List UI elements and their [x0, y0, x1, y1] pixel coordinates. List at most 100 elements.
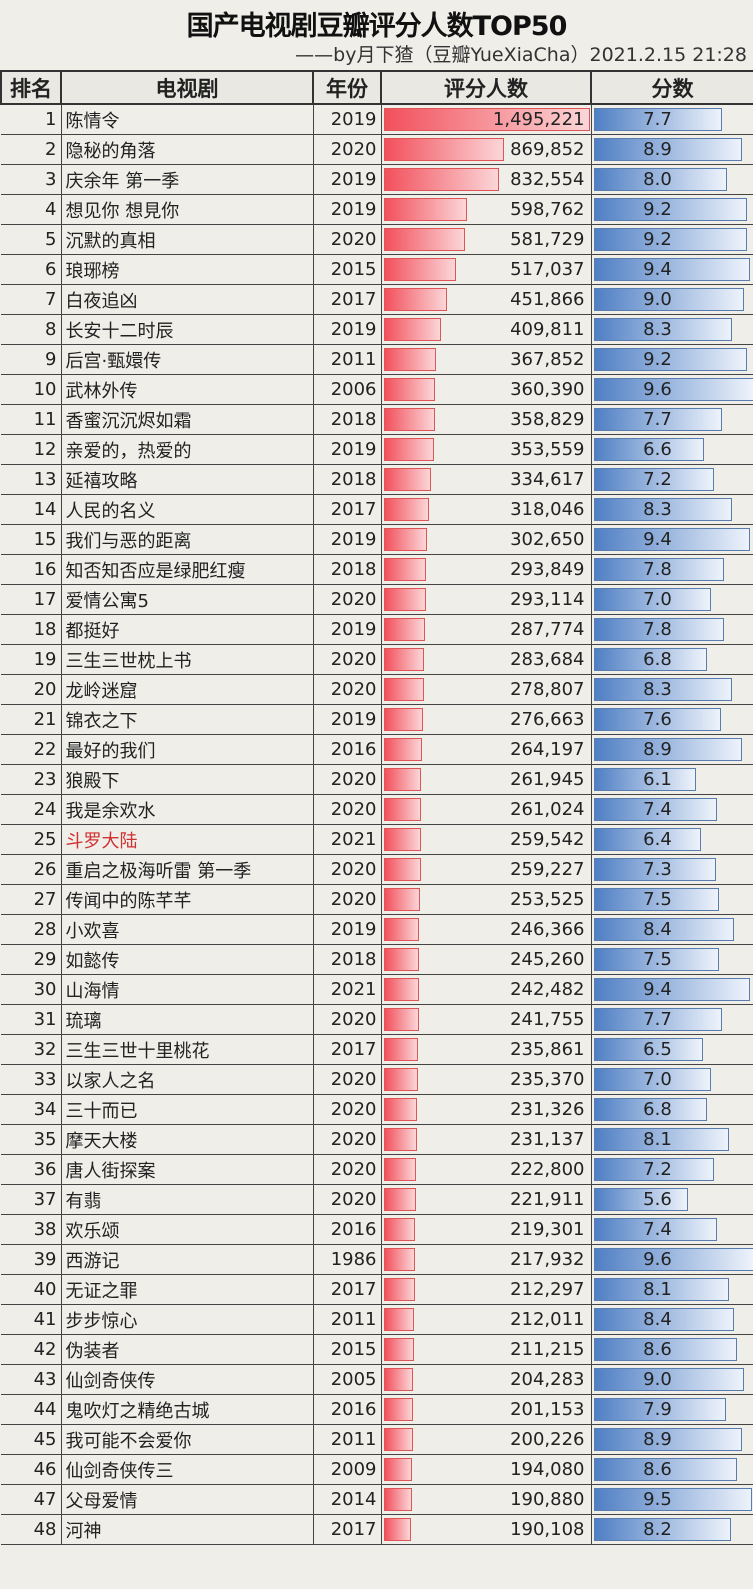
- score-value: 7.9: [643, 1399, 672, 1420]
- rating-count-cell: 235,861: [381, 1034, 592, 1065]
- year-cell: 2020: [313, 1154, 382, 1185]
- score-cell: 6.8: [591, 1094, 753, 1125]
- rating-count-value: 190,108: [510, 1519, 585, 1540]
- rating-count-value: 212,011: [510, 1309, 585, 1330]
- rating-count-cell: 217,932: [381, 1244, 592, 1275]
- rating-count-value: 318,046: [510, 499, 585, 520]
- score-value: 6.6: [643, 439, 672, 460]
- score-bar: [593, 1128, 729, 1151]
- rank-cell: 42: [1, 1334, 62, 1365]
- rank-cell: 13: [1, 464, 62, 495]
- score-cell: 8.4: [591, 1304, 753, 1335]
- header-rank: 排名: [0, 70, 62, 105]
- table-row: 30 山海情 2021 242,482 9.4: [1, 974, 753, 1005]
- title-cell: 仙剑奇侠传三: [61, 1454, 314, 1485]
- table-row: 39 西游记 1986 217,932 9.6: [1, 1244, 753, 1275]
- table-row: 16 知否知否应是绿肥红瘦 2018 293,849 7.8: [1, 554, 753, 585]
- rank-cell: 6: [1, 254, 62, 285]
- title-cell: 仙剑奇侠传: [61, 1364, 314, 1395]
- table-row: 19 三生三世枕上书 2020 283,684 6.8: [1, 644, 753, 675]
- rating-count-cell: 276,663: [381, 704, 592, 735]
- rank-cell: 24: [1, 794, 62, 825]
- table-row: 44 鬼吹灯之精绝古城 2016 201,153 7.9: [1, 1394, 753, 1425]
- score-value: 6.1: [643, 769, 672, 790]
- rating-count-cell: 219,301: [381, 1214, 592, 1245]
- rating-count-cell: 259,227: [381, 854, 592, 885]
- rating-count-bar: [383, 1518, 412, 1541]
- year-cell: 2011: [313, 344, 382, 375]
- rank-cell: 31: [1, 1004, 62, 1035]
- table-row: 45 我可能不会爱你 2011 200,226 8.9: [1, 1424, 753, 1455]
- table-row: 23 狼殿下 2020 261,945 6.1: [1, 764, 753, 795]
- score-value: 8.9: [643, 139, 672, 160]
- title-cell: 摩天大楼: [61, 1124, 314, 1155]
- rating-count-cell: 194,080: [381, 1454, 592, 1485]
- score-cell: 6.6: [591, 434, 753, 465]
- rating-count-cell: 318,046: [381, 494, 592, 525]
- table-row: 10 武林外传 2006 360,390 9.6: [1, 374, 753, 405]
- score-cell: 7.2: [591, 1154, 753, 1185]
- year-cell: 2017: [313, 284, 382, 315]
- rating-count-cell: 278,807: [381, 674, 592, 705]
- title-cell: 我是余欢水: [61, 794, 314, 825]
- score-cell: 7.7: [591, 1004, 753, 1035]
- score-cell: 8.9: [591, 734, 753, 765]
- year-cell: 2019: [313, 314, 382, 345]
- rank-cell: 47: [1, 1484, 62, 1515]
- table-row: 2 隐秘的角落 2020 869,852 8.9: [1, 134, 753, 165]
- rating-count-bar: [383, 1398, 413, 1421]
- score-cell: 7.0: [591, 584, 753, 615]
- table-row: 11 香蜜沉沉烬如霜 2018 358,829 7.7: [1, 404, 753, 435]
- score-bar: [593, 288, 744, 311]
- score-cell: 7.2: [591, 464, 753, 495]
- rating-count-value: 293,849: [510, 559, 585, 580]
- rating-count-value: 242,482: [510, 979, 585, 1000]
- score-value: 8.0: [643, 169, 672, 190]
- score-value: 8.1: [643, 1129, 672, 1150]
- table-row: 34 三十而已 2020 231,326 6.8: [1, 1094, 753, 1125]
- rating-count-bar: [383, 288, 448, 311]
- rank-cell: 17: [1, 584, 62, 615]
- rating-count-cell: 253,525: [381, 884, 592, 915]
- title-cell: 隐秘的角落: [61, 134, 314, 165]
- table-row: 47 父母爱情 2014 190,880 9.5: [1, 1484, 753, 1515]
- title-cell: 唐人街探案: [61, 1154, 314, 1185]
- rating-count-cell: 353,559: [381, 434, 592, 465]
- score-bar: [593, 408, 723, 431]
- score-cell: 7.0: [591, 1064, 753, 1095]
- score-bar: [593, 168, 728, 191]
- year-cell: 2020: [313, 764, 382, 795]
- score-value: 8.3: [643, 499, 672, 520]
- year-cell: 2020: [313, 134, 382, 165]
- score-cell: 6.1: [591, 764, 753, 795]
- year-cell: 2006: [313, 374, 382, 405]
- rank-cell: 1: [1, 104, 62, 135]
- score-value: 7.7: [643, 1009, 672, 1030]
- score-value: 6.8: [643, 1099, 672, 1120]
- score-value: 7.8: [643, 619, 672, 640]
- rating-count-bar: [383, 888, 421, 911]
- title-cell: 知否知否应是绿肥红瘦: [61, 554, 314, 585]
- year-cell: 2014: [313, 1484, 382, 1515]
- table-row: 48 河神 2017 190,108 8.2: [1, 1514, 753, 1545]
- score-bar: [593, 1308, 734, 1331]
- score-value: 7.5: [643, 889, 672, 910]
- rating-count-value: 360,390: [510, 379, 585, 400]
- title-cell: 沉默的真相: [61, 224, 314, 255]
- rank-cell: 30: [1, 974, 62, 1005]
- score-cell: 8.1: [591, 1274, 753, 1305]
- title-cell: 鬼吹灯之精绝古城: [61, 1394, 314, 1425]
- table-row: 7 白夜追凶 2017 451,866 9.0: [1, 284, 753, 315]
- score-bar: [593, 1158, 714, 1181]
- table-row: 12 亲爱的，热爱的 2019 353,559 6.6: [1, 434, 753, 465]
- rating-count-bar: [383, 1278, 415, 1301]
- rating-count-value: 194,080: [510, 1459, 585, 1480]
- score-value: 7.4: [643, 1219, 672, 1240]
- rating-count-bar: [383, 1458, 412, 1481]
- year-cell: 2020: [313, 854, 382, 885]
- title-cell: 有翡: [61, 1184, 314, 1215]
- score-bar: [593, 1068, 711, 1091]
- score-cell: 7.7: [591, 104, 753, 135]
- rating-count-bar: [383, 378, 435, 401]
- score-bar: [593, 1488, 752, 1511]
